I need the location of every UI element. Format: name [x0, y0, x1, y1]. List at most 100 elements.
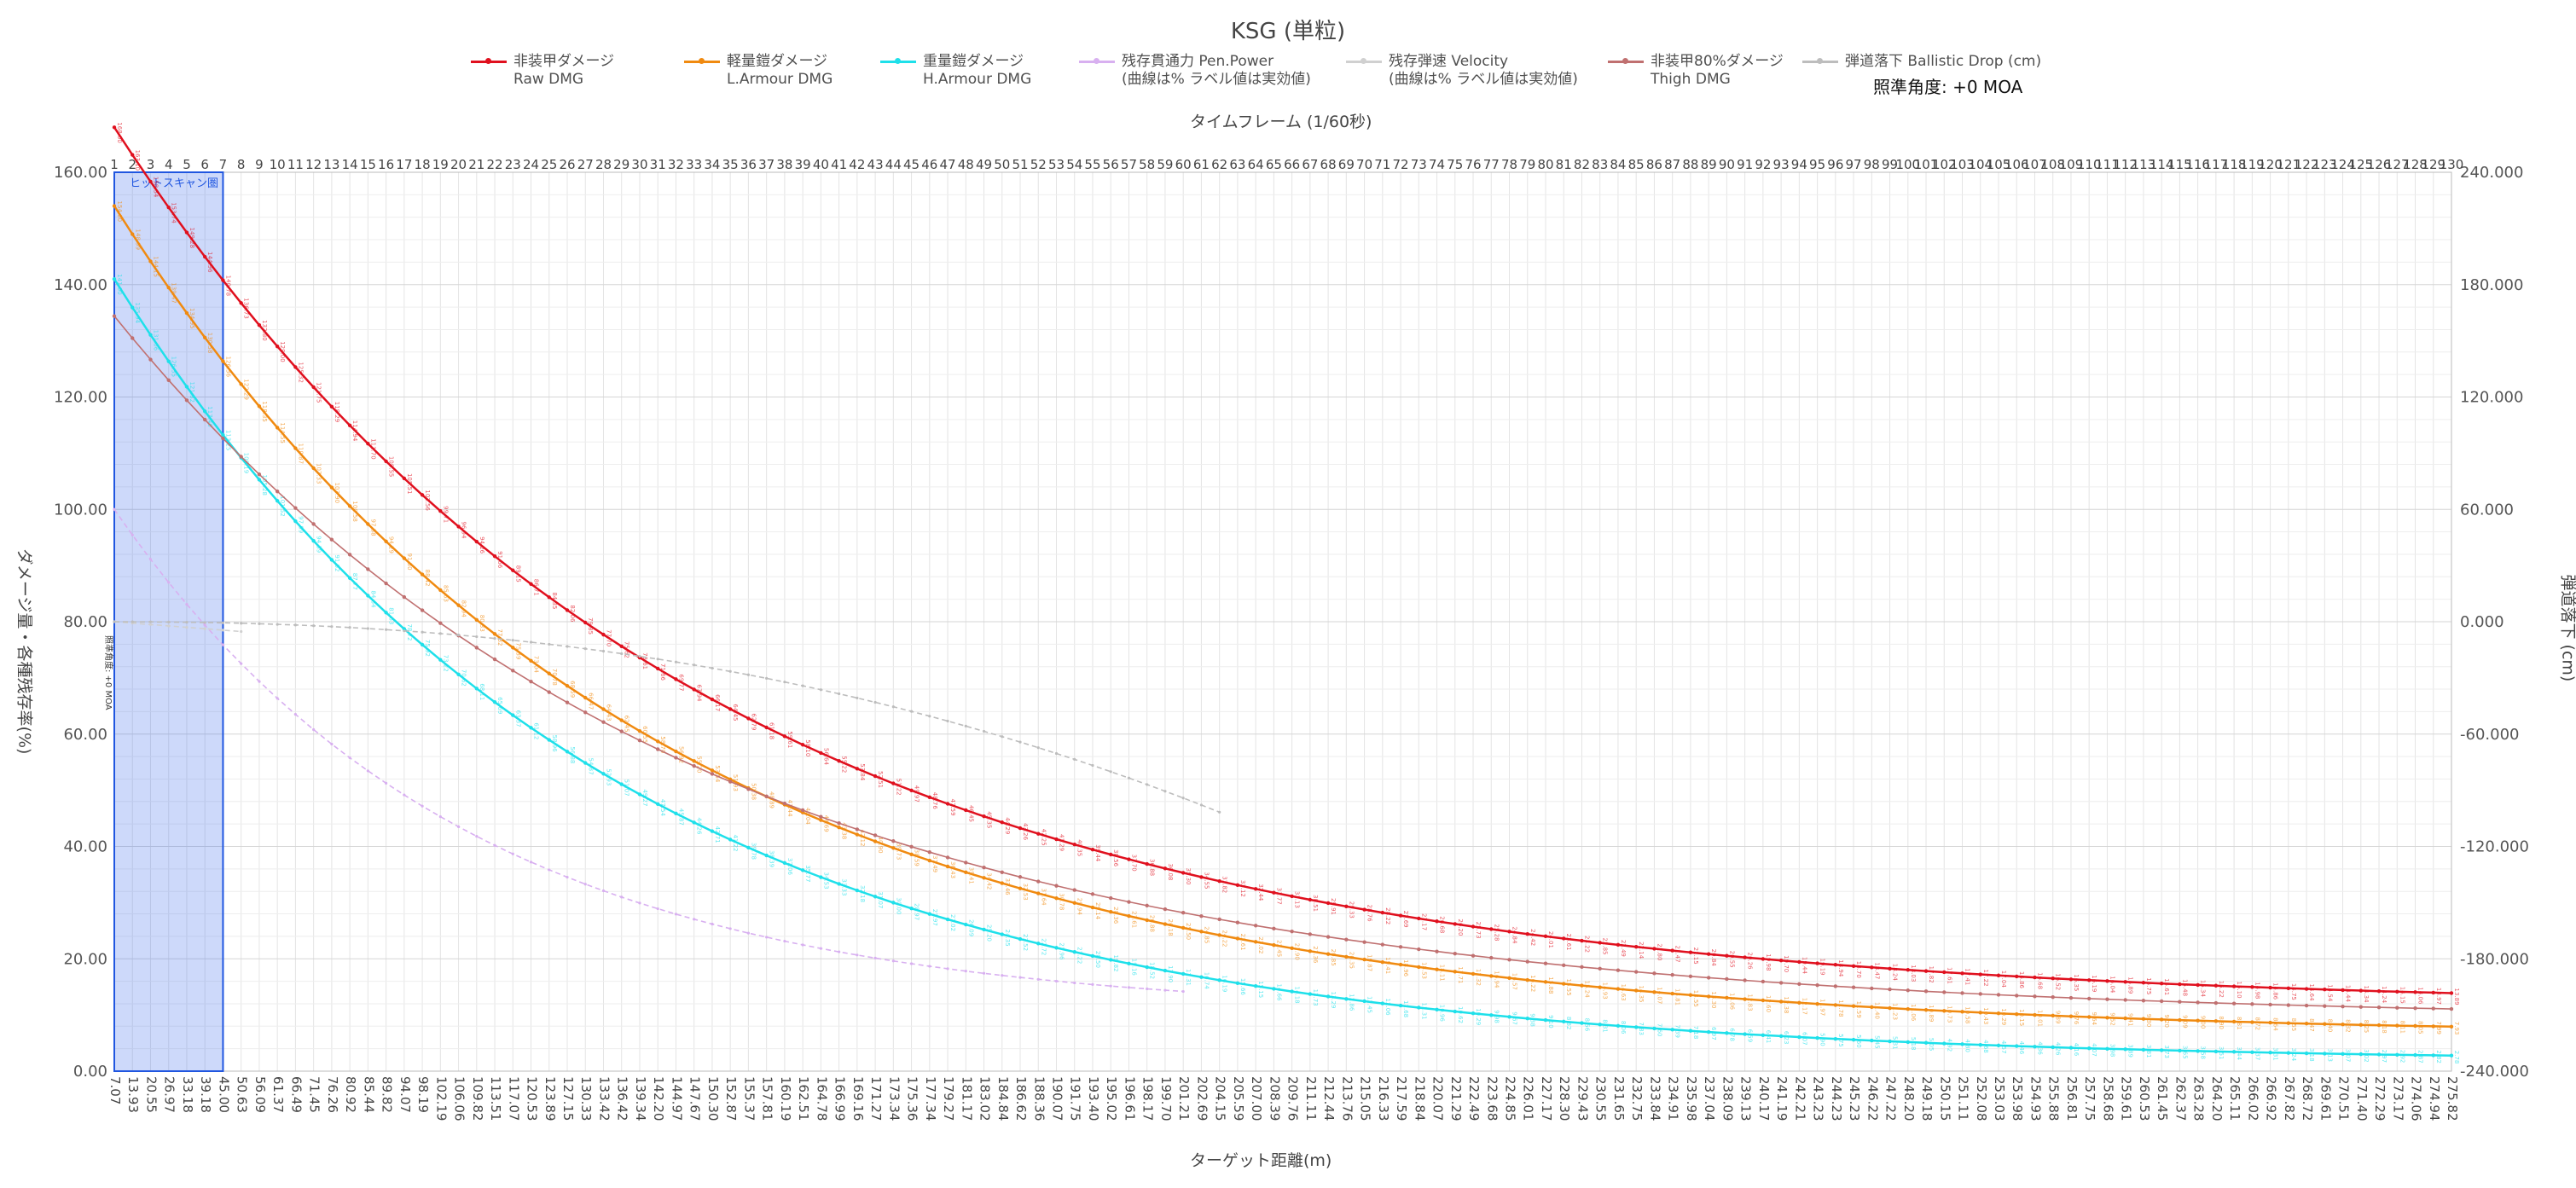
- data-point: [1453, 970, 1457, 974]
- data-point: [2086, 1015, 2092, 1019]
- data-point: [819, 818, 823, 822]
- x-bottom-tick-label: 94.07: [397, 1076, 413, 1113]
- legend-h-armour-dmg[interactable]: 重量鎧ダメージ H.Armour DMG: [880, 53, 1031, 89]
- data-point: [1001, 735, 1004, 739]
- data-point: [2286, 986, 2291, 991]
- data-point: [1761, 979, 1766, 984]
- x-bottom-tick-label: 237.04: [1702, 1076, 1717, 1121]
- data-label: 16.22: [1529, 975, 1536, 992]
- data-label: 55.20: [696, 756, 703, 773]
- data-label: 17.71: [1457, 966, 1464, 983]
- legend-ballistic-drop[interactable]: 弾道落下 Ballistic Drop (cm): [1802, 53, 2041, 71]
- data-label: 11.97: [1819, 999, 1826, 1016]
- data-label: 9.67: [1511, 1011, 1518, 1025]
- data-point: [493, 843, 496, 847]
- data-label: 53.54: [714, 765, 721, 783]
- y-right-tick-label: 240.000: [2460, 164, 2523, 182]
- legend-label: 非装甲ダメージ Raw DMG: [513, 53, 615, 88]
- data-point: [764, 725, 769, 730]
- data-point: [746, 931, 751, 935]
- data-point: [1725, 976, 1729, 982]
- data-label: 22.45: [1275, 940, 1282, 957]
- x-top-tick-label: 3: [147, 157, 155, 172]
- data-label: 59.61: [786, 731, 793, 748]
- data-point: [1235, 981, 1240, 986]
- data-label: 20.55: [1728, 951, 1735, 968]
- x-top-tick-label: 129: [2421, 157, 2445, 172]
- x-bottom-tick-label: 212.44: [1321, 1076, 1337, 1121]
- data-label: 96.94: [461, 521, 467, 539]
- data-point: [185, 621, 189, 624]
- data-point: [1036, 977, 1040, 981]
- data-point: [529, 679, 533, 684]
- x-top-tick-label: 55: [1084, 157, 1100, 172]
- data-label: 19.87: [1366, 954, 1373, 971]
- data-point: [2395, 1005, 2399, 1010]
- data-point: [982, 729, 986, 733]
- x-bottom-tick-label: 238.09: [1720, 1076, 1735, 1121]
- data-point: [1127, 961, 1131, 966]
- data-point: [1471, 971, 1476, 976]
- data-point: [566, 875, 569, 879]
- legend-l-armour-dmg[interactable]: 軽量鎧ダメージ L.Armour DMG: [684, 53, 833, 89]
- data-point: [1923, 969, 1929, 973]
- legend-pen-power[interactable]: 残存貫通力 Pen.Power (曲線は% ラベル値は実効値): [1079, 53, 1311, 89]
- data-point: [1797, 1034, 1801, 1040]
- data-point: [166, 286, 171, 290]
- data-label: 71.66: [659, 664, 666, 681]
- data-point: [2015, 1044, 2019, 1048]
- data-point: [1888, 1005, 1892, 1011]
- data-point: [1489, 1013, 1494, 1017]
- data-label: 42.12: [859, 830, 866, 847]
- x-top-tick-label: 106: [2005, 157, 2029, 172]
- data-point: [167, 624, 171, 628]
- data-point: [1580, 938, 1584, 943]
- data-point: [2231, 984, 2237, 988]
- data-point: [511, 639, 514, 642]
- series-line: [113, 278, 2452, 1057]
- data-point: [1036, 746, 1040, 750]
- x-bottom-tick-label: 202.69: [1194, 1076, 1210, 1121]
- data-point: [693, 918, 696, 921]
- data-point: [148, 179, 153, 184]
- x-bottom-tick-label: 271.40: [2354, 1076, 2370, 1121]
- data-point: [166, 378, 171, 383]
- x-top-tick-label: 53: [1048, 157, 1065, 172]
- data-label: 109.19: [243, 453, 250, 474]
- data-label: 45.87: [677, 808, 684, 826]
- data-label: 15.15: [1257, 981, 1264, 998]
- x-top-tick-label: 111: [2095, 157, 2120, 172]
- legend-thigh-dmg[interactable]: 非装甲80%ダメージ Thigh DMG: [1608, 53, 1784, 89]
- data-point: [1018, 886, 1023, 890]
- data-point: [1235, 883, 1240, 888]
- data-label: 4.80: [1964, 1039, 1971, 1052]
- data-point: [2196, 982, 2200, 988]
- data-point: [873, 839, 878, 843]
- data-point: [529, 861, 533, 864]
- data-point: [1181, 925, 1186, 930]
- data-label: 38.39: [769, 850, 775, 867]
- x-bottom-tick-label: 235.98: [1684, 1076, 1699, 1121]
- x-bottom-tick-label: 195.02: [1104, 1076, 1119, 1121]
- data-label: 9.38: [1529, 1013, 1536, 1027]
- legend-raw-dmg[interactable]: 非装甲ダメージ Raw DMG: [471, 53, 615, 89]
- data-point: [2358, 1023, 2363, 1027]
- data-label: 12.86: [1348, 994, 1355, 1011]
- data-label: 8.25: [2363, 1020, 2370, 1034]
- data-label: 5.90: [1819, 1033, 1826, 1046]
- data-point: [1145, 918, 1149, 923]
- data-label: 12.83: [1747, 994, 1754, 1011]
- data-label: 130.58: [206, 333, 213, 354]
- data-point: [1761, 1033, 1766, 1037]
- data-point: [348, 756, 351, 760]
- data-point: [2015, 974, 2019, 979]
- x-bottom-tick-label: 232.75: [1629, 1076, 1645, 1121]
- data-point: [656, 747, 660, 751]
- legend-velocity[interactable]: 残存弾速 Velocity (曲線は% ラベル値は実効値): [1346, 53, 1578, 89]
- data-point: [656, 658, 659, 661]
- data-point: [873, 895, 878, 899]
- data-label: 19.16: [1130, 959, 1137, 976]
- x-bottom-tick-label: 261.45: [2155, 1076, 2170, 1121]
- data-point: [1073, 757, 1076, 762]
- data-point: [2268, 1051, 2272, 1055]
